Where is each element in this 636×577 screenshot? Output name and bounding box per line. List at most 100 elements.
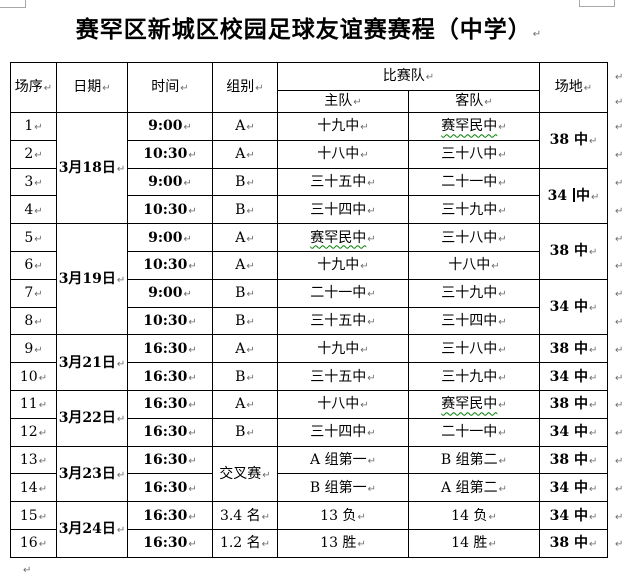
cell-away-team[interactable]: 三十九中↵	[408, 195, 540, 225]
cell-time[interactable]: 9:00↵	[127, 223, 213, 252]
cell-match-no[interactable]: 12↵	[10, 417, 57, 447]
cell-date[interactable]: 3月21日↵	[56, 334, 128, 391]
cell-time[interactable]: 10:30↵	[127, 139, 213, 169]
cell-away-team[interactable]: 三十八中↵	[408, 223, 540, 252]
cell-away-team[interactable]: 赛罕民中↵	[408, 389, 540, 419]
cell-away-team[interactable]: 14 负↵	[408, 501, 540, 530]
cell-group[interactable]: 交叉赛↵	[212, 445, 278, 503]
cell-group[interactable]: 1.2 名↵	[212, 528, 278, 558]
cell-match-no[interactable]: 1↵	[10, 112, 57, 141]
cell-time[interactable]: 16:30↵	[127, 445, 213, 475]
header-time[interactable]: 时间↵	[127, 62, 213, 113]
cell-home-team[interactable]: 13 负↵	[277, 501, 409, 530]
cell-date[interactable]: 3月24日↵	[56, 501, 128, 558]
cell-venue[interactable]: 38 中↵	[539, 389, 608, 419]
cell-time[interactable]: 16:30↵	[127, 473, 213, 503]
cell-match-no[interactable]: 16↵	[10, 528, 57, 558]
cell-match-no[interactable]: 15↵	[10, 501, 57, 530]
cell-venue[interactable]: 38 中↵	[539, 334, 608, 364]
header-venue[interactable]: 场地↵	[539, 62, 608, 113]
cell-away-team[interactable]: 三十九中↵	[408, 278, 540, 308]
cell-match-no[interactable]: 9↵	[10, 334, 57, 364]
cell-venue[interactable]: 34 中↵	[539, 278, 608, 336]
cell-home-team[interactable]: 赛罕民中↵	[277, 223, 409, 252]
cell-date[interactable]: 3月18日↵	[56, 111, 128, 225]
cell-group[interactable]: A↵	[212, 139, 278, 169]
cell-home-team[interactable]: 三十五中↵	[277, 167, 409, 197]
cell-home-team[interactable]: B 组第一↵	[277, 473, 409, 503]
cell-venue[interactable]: 34 中↵	[539, 501, 608, 530]
cell-away-team[interactable]: A 组第二↵	[408, 473, 540, 503]
cell-group[interactable]: A↵	[212, 223, 278, 252]
cell-date[interactable]: 3月23日↵	[56, 445, 128, 503]
cell-time[interactable]: 16:30↵	[127, 362, 213, 391]
cell-venue[interactable]: 34 中↵	[539, 167, 608, 225]
cell-time[interactable]: 16:30↵	[127, 501, 213, 530]
cell-home-team[interactable]: 三十五中↵	[277, 362, 409, 391]
cell-venue[interactable]: 34 中↵	[539, 417, 608, 447]
cell-match-no[interactable]: 14↵	[10, 473, 57, 503]
cell-home-team[interactable]: 十八中↵	[277, 139, 409, 169]
cell-match-no[interactable]: 6↵	[10, 250, 57, 280]
cell-group[interactable]: A↵	[212, 389, 278, 419]
cell-time[interactable]: 16:30↵	[127, 528, 213, 558]
cell-match-no[interactable]: 7↵	[10, 278, 57, 308]
cell-away-team[interactable]: 十八中↵	[408, 250, 540, 280]
document-title[interactable]: 赛罕区新城区校园足球友谊赛赛程（中学）↵	[10, 10, 608, 44]
cell-group[interactable]: A↵	[212, 112, 278, 141]
cell-date[interactable]: 3月19日↵	[56, 223, 128, 336]
cell-time[interactable]: 10:30↵	[127, 195, 213, 225]
cell-match-no[interactable]: 8↵	[10, 306, 57, 336]
cell-venue[interactable]: 38 中↵	[539, 445, 608, 475]
cell-home-team[interactable]: 二十一中↵	[277, 278, 409, 308]
cell-home-team[interactable]: 十九中↵	[277, 112, 409, 141]
header-home-team[interactable]: 主队↵	[277, 90, 409, 113]
cell-match-no[interactable]: 2↵	[10, 139, 57, 169]
cell-away-team[interactable]: 赛罕民中↵	[408, 112, 540, 141]
cell-match-no[interactable]: 3↵	[10, 167, 57, 197]
cell-home-team[interactable]: 十九中↵	[277, 250, 409, 280]
cell-group[interactable]: B↵	[212, 306, 278, 336]
cell-match-no[interactable]: 10↵	[10, 362, 57, 391]
cell-match-no[interactable]: 11↵	[10, 389, 57, 419]
cell-group[interactable]: B↵	[212, 417, 278, 447]
cell-away-team[interactable]: 二十一中↵	[408, 167, 540, 197]
cell-match-no[interactable]: 13↵	[10, 445, 57, 475]
cell-match-no[interactable]: 5↵	[10, 223, 57, 252]
cell-time[interactable]: 10:30↵	[127, 306, 213, 336]
header-teams[interactable]: 比赛队↵	[277, 62, 540, 91]
cell-home-team[interactable]: 十八中↵	[277, 389, 409, 419]
cell-time[interactable]: 10:30↵	[127, 250, 213, 280]
cell-venue[interactable]: 34 中↵	[539, 362, 608, 391]
cell-time[interactable]: 16:30↵	[127, 389, 213, 419]
cell-away-team[interactable]: 三十四中↵	[408, 306, 540, 336]
cell-group[interactable]: B↵	[212, 167, 278, 197]
cell-home-team[interactable]: 13 胜↵	[277, 528, 409, 558]
cell-group[interactable]: A↵	[212, 334, 278, 364]
cell-time[interactable]: 16:30↵	[127, 417, 213, 447]
header-away-team[interactable]: 客队↵	[408, 90, 540, 113]
header-group[interactable]: 组别↵	[212, 62, 278, 113]
cell-away-team[interactable]: 二十一中↵	[408, 417, 540, 447]
cell-group[interactable]: B↵	[212, 278, 278, 308]
cell-home-team[interactable]: 三十四中↵	[277, 417, 409, 447]
cell-time[interactable]: 9:00↵	[127, 167, 213, 197]
cell-venue[interactable]: 38 中↵	[539, 528, 608, 558]
cell-away-team[interactable]: 14 胜↵	[408, 528, 540, 558]
cell-venue[interactable]: 38 中↵	[539, 223, 608, 280]
cell-away-team[interactable]: 三十九中↵	[408, 362, 540, 391]
header-date[interactable]: 日期↵	[56, 62, 128, 113]
cell-group[interactable]: A↵	[212, 250, 278, 280]
cell-time[interactable]: 9:00↵	[127, 278, 213, 308]
cell-home-team[interactable]: A 组第一↵	[277, 445, 409, 475]
cell-time[interactable]: 9:00↵	[127, 112, 213, 141]
cell-date[interactable]: 3月22日↵	[56, 389, 128, 447]
cell-away-team[interactable]: B 组第二↵	[408, 445, 540, 475]
cell-venue[interactable]: 38 中↵	[539, 112, 608, 169]
cell-home-team[interactable]: 三十四中↵	[277, 195, 409, 225]
cell-group[interactable]: B↵	[212, 362, 278, 391]
cell-time[interactable]: 16:30↵	[127, 334, 213, 364]
cell-home-team[interactable]: 十九中↵	[277, 334, 409, 364]
cell-match-no[interactable]: 4↵	[10, 195, 57, 225]
header-match-no[interactable]: 场序↵	[10, 62, 57, 113]
